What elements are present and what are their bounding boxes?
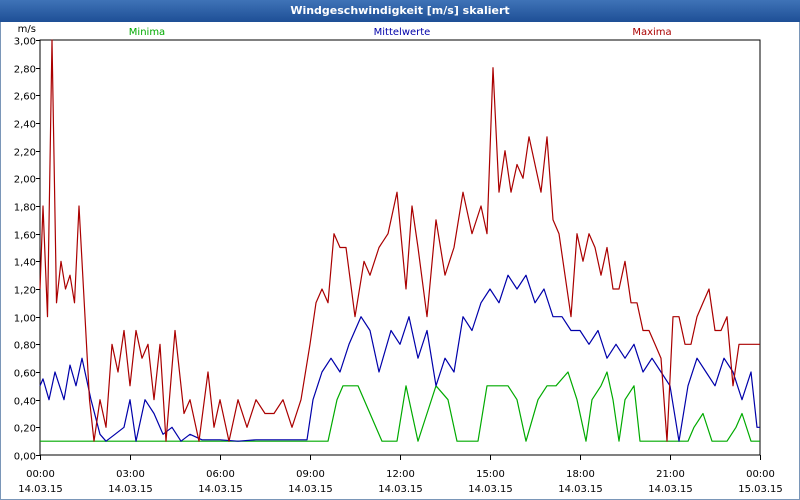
chart-series: [39, 39, 760, 442]
y-tick-label: 0,60: [14, 369, 36, 380]
x-tick-date: 14.03.15: [288, 484, 333, 495]
x-tick-date: 15.03.15: [738, 484, 783, 495]
x-tick-time: 09:00: [296, 469, 325, 480]
y-tick-label: 0,00: [14, 452, 36, 463]
y-tick-label: 0,20: [14, 424, 36, 435]
x-tick-time: 12:00: [386, 469, 415, 480]
y-tick-label: 2,20: [14, 148, 36, 159]
legend-mittelwerte: Mittelwerte: [374, 27, 431, 38]
y-tick-label: 1,40: [14, 258, 36, 269]
window-title: Windgeschwindigkeit [m/s] skaliert: [0, 0, 800, 22]
legend-maxima: Maxima: [632, 27, 671, 38]
y-tick-label: 3,00: [14, 37, 36, 48]
y-tick-label: 0,80: [14, 341, 36, 352]
chart-axes: [36, 39, 761, 460]
y-tick-label: 1,20: [14, 286, 36, 297]
x-tick-date: 14.03.15: [378, 484, 423, 495]
plot-area: [39, 39, 761, 456]
y-tick-label: 0,40: [14, 397, 36, 408]
y-tick-label: 2,60: [14, 92, 36, 103]
x-tick-date: 14.03.15: [108, 484, 153, 495]
legend-minima: Minima: [129, 27, 165, 38]
x-tick-time: 00:00: [26, 469, 55, 480]
x-tick-date: 14.03.15: [558, 484, 603, 495]
x-tick-time: 15:00: [476, 469, 505, 480]
x-tick-date: 14.03.15: [648, 484, 693, 495]
series-line-minima: [40, 371, 760, 442]
y-tick-label: 2,40: [14, 120, 36, 131]
x-tick-date: 14.03.15: [468, 484, 513, 495]
y-axis-label: m/s: [18, 24, 36, 35]
x-tick-time: 06:00: [206, 469, 235, 480]
y-tick-label: 1,80: [14, 203, 36, 214]
x-tick-time: 03:00: [116, 469, 145, 480]
y-tick-label: 2,00: [14, 175, 36, 186]
y-tick-label: 1,00: [14, 314, 36, 325]
x-tick-time: 21:00: [656, 469, 685, 480]
y-tick-label: 1,60: [14, 231, 36, 242]
x-tick-time: 18:00: [566, 469, 595, 480]
series-line-mittelwerte: [39, 274, 760, 442]
y-tick-label: 2,80: [14, 65, 36, 76]
x-tick-date: 14.03.15: [198, 484, 243, 495]
chart-labels: 0,00 0,20 0,40 0,60 0,80 1,00 1,20 1,40 1,60 1,80…: [14, 24, 783, 495]
series-line-maxima: [39, 39, 760, 442]
x-tick-date: 14.03.15: [18, 484, 63, 495]
x-tick-time: 00:00: [746, 469, 775, 480]
